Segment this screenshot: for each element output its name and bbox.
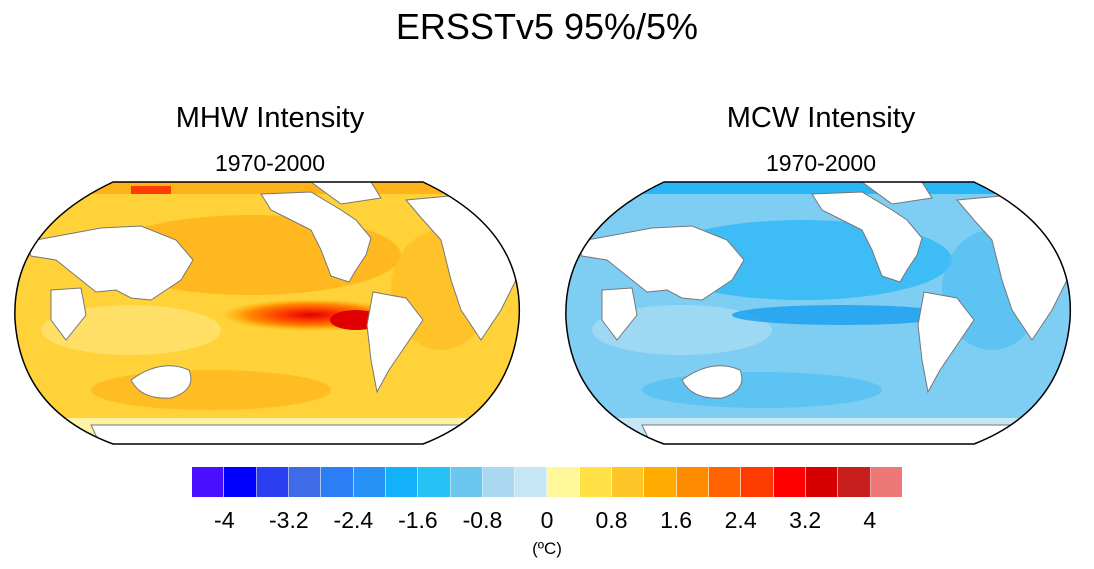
colorbar-segment bbox=[676, 467, 709, 497]
colorbar-segment bbox=[644, 467, 677, 497]
colorbar-tick-label: 3.2 bbox=[789, 507, 822, 533]
colorbar-segment bbox=[385, 467, 419, 497]
colorbar-segment bbox=[353, 467, 386, 497]
colorbar-tick-label: -3.2 bbox=[268, 507, 309, 533]
colorbar-segment bbox=[547, 467, 580, 497]
panel-period-mcw: 1970-2000 bbox=[766, 150, 876, 176]
colorbar-segment bbox=[741, 467, 774, 497]
colorbar-segment bbox=[288, 467, 322, 497]
colorbar bbox=[192, 467, 902, 497]
colorbar-tick-label: 0.8 bbox=[595, 507, 628, 533]
colorbar-segment bbox=[709, 467, 742, 497]
panel-period-mhw: 1970-2000 bbox=[215, 150, 325, 176]
colorbar-unit: (ºC) bbox=[532, 539, 562, 558]
colorbar-tick-label: -1.6 bbox=[398, 507, 438, 533]
colorbar-segment bbox=[579, 467, 613, 497]
colorbar-segment bbox=[870, 467, 902, 497]
panel-title-mcw: MCW Intensity bbox=[726, 102, 916, 134]
colorbar-tick-label: 2.4 bbox=[724, 507, 757, 533]
colorbar-segment bbox=[224, 467, 257, 497]
colorbar-segment bbox=[773, 467, 806, 497]
colorbar-segment bbox=[450, 467, 483, 497]
colorbar-tick-label: 4 bbox=[863, 507, 877, 533]
figure-title: ERSSTv5 95%/5% bbox=[395, 6, 699, 47]
colorbar-segment bbox=[838, 467, 871, 497]
panel-title-mhw: MHW Intensity bbox=[175, 102, 365, 134]
colorbar-tick-label: 1.6 bbox=[660, 507, 693, 533]
colorbar-segment bbox=[612, 467, 645, 497]
colorbar-tick-label: 0 bbox=[540, 507, 554, 533]
colorbar-segment bbox=[256, 467, 289, 497]
colorbar-segment bbox=[805, 467, 839, 497]
colorbar-segment bbox=[192, 467, 225, 497]
colorbar-segment bbox=[482, 467, 516, 497]
colorbar-segment bbox=[515, 467, 548, 497]
mhw-intensity-map bbox=[14, 181, 521, 445]
colorbar-segment bbox=[418, 467, 451, 497]
colorbar-tick-label: -2.4 bbox=[333, 507, 374, 533]
mcw-intensity-map bbox=[565, 181, 1072, 445]
colorbar-segment bbox=[321, 467, 354, 497]
colorbar-tick-label: -4 bbox=[214, 507, 235, 533]
colorbar-tick-label: -0.8 bbox=[462, 507, 503, 533]
